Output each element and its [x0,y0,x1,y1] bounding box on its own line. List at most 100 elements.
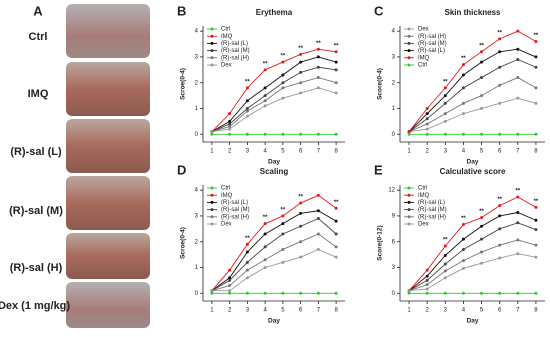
point [334,232,338,236]
point [281,214,285,218]
point [534,132,538,136]
y-tick-label: 9 [392,214,396,220]
point [228,132,232,136]
point [334,50,338,54]
y-tick-label: 3 [195,55,199,61]
x-tick-label: 4 [263,149,267,155]
legend-marker [407,222,411,226]
legend-label: Dex [418,222,429,228]
legend-marker [210,200,214,204]
point [245,106,249,110]
point [281,60,285,64]
legend-label: Dex [221,63,232,69]
point [245,86,249,90]
point [299,132,303,136]
legend-marker [407,63,411,67]
y-tick-label: 2 [392,80,396,86]
annotation: ** [245,236,250,242]
x-tick-label: 2 [426,308,430,314]
y-axis-label: Scroe(0-4) [180,227,187,259]
point [443,244,447,248]
point [480,250,484,254]
x-tick-label: 5 [480,149,484,155]
point [425,132,429,136]
photo [66,4,150,58]
point [407,291,411,295]
series-line [408,77,537,133]
point [228,289,232,293]
legend-marker [407,41,411,45]
point [281,96,285,100]
annotation: ** [534,33,539,39]
point [534,205,538,209]
legend-marker [210,41,214,45]
point [516,58,520,62]
point [443,262,447,266]
y-tick-label: 1 [392,106,396,112]
point [281,260,285,264]
annotation: ** [334,43,339,49]
point [480,291,484,295]
legend-marker [407,208,411,212]
point [443,101,447,105]
point [245,99,249,103]
y-tick-label: 12 [388,188,395,194]
point [263,258,267,262]
point [498,214,502,218]
annotation: ** [443,238,448,244]
point [480,261,484,265]
y-tick-label: 0 [392,132,396,138]
point [334,219,338,223]
point [263,265,267,269]
y-tick-label: 0 [195,291,199,297]
point [263,99,267,103]
x-tick-label: 4 [462,308,466,314]
point [281,132,285,136]
x-tick-label: 3 [444,308,448,314]
point [263,86,267,90]
x-tick-label: 2 [228,149,232,155]
point [461,86,465,90]
point [425,274,429,278]
point [245,268,249,272]
point [281,247,285,251]
point [534,218,538,222]
point [516,252,520,256]
point [443,253,447,257]
series-line [211,87,337,133]
point [316,209,320,213]
point [263,245,267,249]
photo [66,233,150,279]
point [498,204,502,208]
panel-letter: A [33,3,43,18]
series-line [211,233,337,292]
point [228,268,232,272]
point [461,112,465,116]
annotation: ** [534,199,539,205]
legend-label: (R)-sal (M) [221,207,250,213]
x-tick-label: 7 [317,308,321,314]
series-line [211,66,337,133]
series-line [408,196,537,291]
annotation: ** [479,209,484,215]
point [228,112,232,116]
point [299,70,303,74]
point [516,76,520,80]
annotation: ** [334,200,339,206]
point [299,52,303,56]
chart-title: Calculative score [440,167,506,176]
legend-marker [210,34,214,38]
panel-letter: B [177,3,186,18]
point [316,232,320,236]
point [316,65,320,69]
y-tick-label: 1 [195,106,199,112]
point [480,60,484,64]
point [334,68,338,72]
series-line [408,30,537,132]
point [516,291,520,295]
point [245,250,249,254]
group-label: (R)-sal (L) [10,146,62,158]
annotation: ** [263,61,268,67]
point [316,291,320,295]
point [299,91,303,95]
